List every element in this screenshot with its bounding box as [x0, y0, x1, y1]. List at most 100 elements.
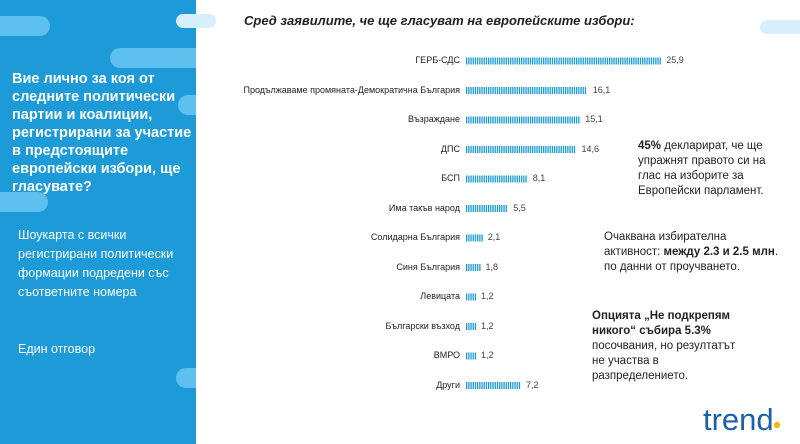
- bar-stripe: [532, 116, 534, 124]
- bar-stripe: [547, 87, 549, 94]
- bar-stripe: [503, 116, 505, 124]
- bar-stripe: [512, 175, 514, 183]
- decorative-pill: [110, 48, 196, 68]
- bar-stripe: [496, 382, 499, 389]
- bar-stripe: [518, 116, 521, 124]
- bar-stripe: [556, 57, 558, 65]
- category-label: БСП: [441, 173, 460, 183]
- bar-stripe: [501, 146, 503, 153]
- bar-stripe: [549, 87, 551, 94]
- value-label: 1,2: [481, 291, 494, 301]
- bar-stripe: [466, 382, 468, 389]
- bar-stripe: [496, 116, 499, 124]
- bar-stripe: [477, 264, 479, 271]
- bar-stripe: [518, 87, 521, 94]
- bar-stripe: [604, 57, 606, 65]
- decorative-pill: [178, 95, 196, 115]
- category-label: Продължаваме промяната-Демократична Бълг…: [243, 84, 460, 95]
- bar-stripe: [527, 87, 529, 94]
- bar-stripe: [512, 57, 514, 65]
- bar: [466, 264, 481, 271]
- bar-stripe: [523, 87, 525, 94]
- bar-stripe: [554, 146, 556, 153]
- bar-stripe: [466, 352, 468, 360]
- bar-stripe: [483, 146, 485, 153]
- bar-stripe: [578, 57, 580, 65]
- bar-stripe: [468, 146, 470, 153]
- bar-stripe: [617, 57, 620, 65]
- bar-stripe: [536, 87, 538, 94]
- bar: [466, 352, 477, 360]
- bar-stripe: [573, 57, 576, 65]
- bar-stripe: [560, 87, 562, 94]
- bar-stripe: [503, 205, 505, 212]
- bar-stripe: [501, 116, 503, 124]
- bar-stripe: [479, 205, 481, 212]
- none-option-headline: Опцията „Не подкрепям никого“ събира 5.3…: [592, 310, 731, 337]
- bar-stripe: [507, 57, 510, 65]
- bar: [466, 146, 576, 153]
- bar-stripe: [499, 87, 501, 94]
- bar-stripe: [554, 116, 556, 124]
- bar-stripe: [494, 382, 496, 389]
- bar-stripe: [562, 87, 565, 94]
- bar-stripe: [474, 293, 477, 301]
- bar: [466, 323, 477, 330]
- bar-stripe: [488, 87, 490, 94]
- bar-stripe: [571, 87, 573, 94]
- bar-stripe: [543, 146, 545, 153]
- bar-stripe: [653, 57, 655, 65]
- bar-stripe: [523, 146, 525, 153]
- category-label: ДПС: [440, 143, 460, 154]
- bar-stripe: [470, 175, 472, 183]
- value-label: 15,1: [585, 114, 603, 124]
- category-label: Има такъв народ: [388, 202, 460, 213]
- bar-stripe: [470, 57, 472, 65]
- bar-stripe: [477, 205, 479, 212]
- bar-stripe: [490, 116, 492, 124]
- bar-stripe: [492, 382, 494, 389]
- bar-stripe: [628, 57, 631, 65]
- bar-stripe: [503, 57, 505, 65]
- bar-stripe: [499, 57, 501, 65]
- bar-stripe: [516, 382, 518, 389]
- bar-stripe: [613, 57, 615, 65]
- bar-stripe: [510, 57, 512, 65]
- bar-stripe: [481, 382, 483, 389]
- bar-stripe: [532, 87, 534, 94]
- bar-stripe: [472, 205, 474, 212]
- bar-stripe: [466, 146, 468, 153]
- value-label: 7,2: [526, 379, 539, 390]
- bar-stripe: [510, 87, 512, 94]
- bar-stripe: [595, 57, 598, 65]
- bar-stripe: [591, 57, 593, 65]
- bar-stripe: [626, 57, 628, 65]
- bar-stripe: [512, 382, 514, 389]
- bar-stripe: [534, 116, 536, 124]
- bar-stripe: [655, 57, 657, 65]
- bar-chart: ГЕРБ-СДС 25,9 Продължаваме промяната-Демок…: [196, 0, 800, 444]
- bar-stripe: [569, 57, 571, 65]
- bar-stripe: [494, 57, 496, 65]
- bar-stripe: [474, 382, 477, 389]
- bar-stripe: [549, 57, 551, 65]
- bar-stripe: [499, 175, 501, 183]
- bar-stripe: [547, 57, 549, 65]
- bar-stripe: [558, 57, 560, 65]
- bar-stripe: [538, 87, 540, 94]
- turnout-share-value: 45%: [638, 140, 662, 152]
- bar-stripe: [503, 175, 505, 183]
- bar-stripe: [485, 87, 488, 94]
- bar-stripe: [483, 205, 485, 212]
- bar-stripe: [479, 175, 481, 183]
- bar-stripe: [488, 382, 490, 389]
- bar-stripe: [490, 382, 492, 389]
- bar-stripe: [505, 205, 507, 212]
- bar-stripe: [518, 57, 521, 65]
- bar-stripe: [576, 116, 578, 124]
- bar-stripe: [514, 57, 516, 65]
- chart-title: Сред заявилите, че ще гласуват на европе…: [244, 13, 635, 28]
- bar-stripe: [481, 146, 483, 153]
- bar-stripe: [521, 116, 523, 124]
- bar-stripe: [477, 175, 479, 183]
